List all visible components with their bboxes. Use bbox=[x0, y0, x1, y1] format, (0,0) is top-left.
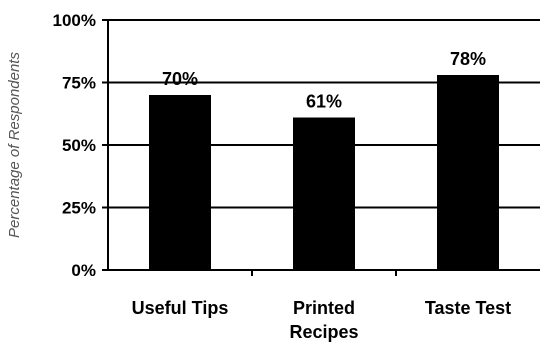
bars bbox=[149, 75, 499, 270]
data-label: 61% bbox=[306, 92, 342, 112]
y-tick-label: 75% bbox=[62, 74, 96, 93]
bar bbox=[149, 95, 211, 270]
x-tick-label: Printed Recipes bbox=[289, 298, 358, 342]
y-tick-label: 25% bbox=[62, 199, 96, 218]
data-label: 70% bbox=[162, 69, 198, 89]
labels: 0% 25% 50% 75% 100% 70% Useful Tips 61% Printed R… bbox=[53, 11, 512, 342]
data-label: 78% bbox=[450, 49, 486, 69]
bar bbox=[437, 75, 499, 270]
y-axis-label: Percentage of Respondents bbox=[6, 52, 23, 238]
x-tick-label: Taste Test bbox=[425, 298, 511, 318]
y-tick-label: 0% bbox=[71, 261, 96, 280]
y-tick-label: 100% bbox=[53, 11, 96, 30]
bar bbox=[293, 117, 355, 270]
x-tick-label: Useful Tips bbox=[132, 298, 229, 318]
y-tick-label: 50% bbox=[62, 136, 96, 155]
